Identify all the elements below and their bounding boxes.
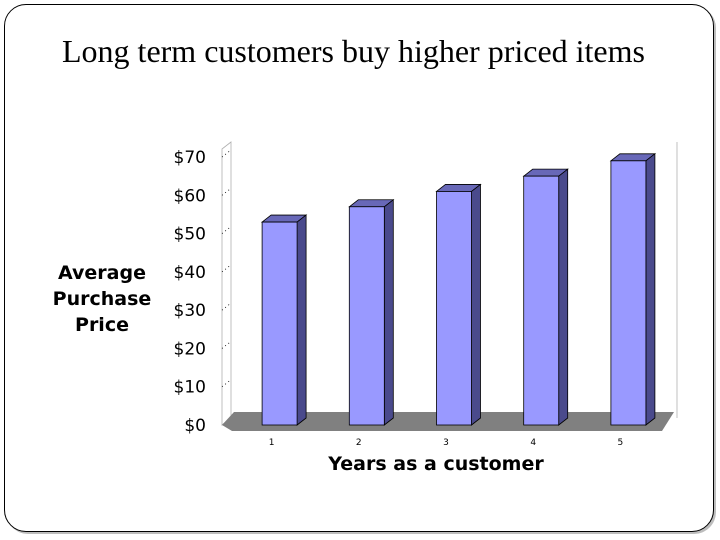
bar-front	[436, 191, 472, 426]
bar	[609, 153, 657, 426]
x-tick-labels: 1 2 3 4 5	[269, 438, 624, 448]
y-tick-label: $10	[174, 378, 206, 398]
x-tick-label: 2	[356, 438, 362, 448]
bar-front	[610, 160, 647, 426]
y-tick-label: $30	[174, 301, 206, 321]
bar	[435, 183, 482, 426]
bar	[348, 198, 395, 426]
x-tick-label: 1	[269, 438, 275, 448]
y-tick-labels: $0 $10 $20 $30 $40 $50 $60 $70	[174, 148, 206, 436]
gridline	[221, 226, 232, 234]
y-tick-label: $70	[174, 148, 206, 168]
x-tick-label: 5	[618, 438, 624, 448]
y-tick-label: $60	[174, 186, 206, 206]
gridline	[221, 264, 232, 273]
bar-front	[348, 206, 385, 426]
x-axis-title: Years as a customer	[327, 453, 544, 475]
y-axis-title: Average Purchase Price	[53, 262, 152, 336]
y-tick-label: $20	[174, 339, 206, 359]
y-axis-title-line: Average	[58, 262, 146, 284]
bar	[260, 214, 308, 426]
bar-front	[261, 221, 298, 426]
y-tick-label: $50	[174, 225, 206, 245]
y-tick-label: $40	[174, 263, 206, 283]
chart-bars	[260, 153, 657, 426]
gridline	[221, 379, 232, 388]
gridline	[221, 187, 232, 196]
y-axis-title-line: Purchase	[53, 288, 152, 310]
chart-grid	[221, 149, 232, 388]
gridline	[221, 149, 232, 158]
x-tick-label: 4	[530, 438, 536, 448]
gridline	[221, 341, 232, 349]
bar-side	[558, 168, 569, 426]
bar-side	[296, 214, 307, 426]
slide-title: Long term customers buy higher priced it…	[62, 33, 645, 69]
gridline	[221, 302, 232, 311]
bar-side	[383, 198, 394, 426]
y-tick-label: $0	[184, 416, 206, 436]
bar-side	[645, 153, 656, 426]
side-wall	[221, 141, 232, 426]
bar-front	[523, 175, 560, 426]
x-tick-label: 3	[443, 438, 449, 448]
y-axis-title-line: Price	[75, 314, 129, 336]
bar-side	[471, 183, 481, 426]
bar	[522, 168, 569, 426]
